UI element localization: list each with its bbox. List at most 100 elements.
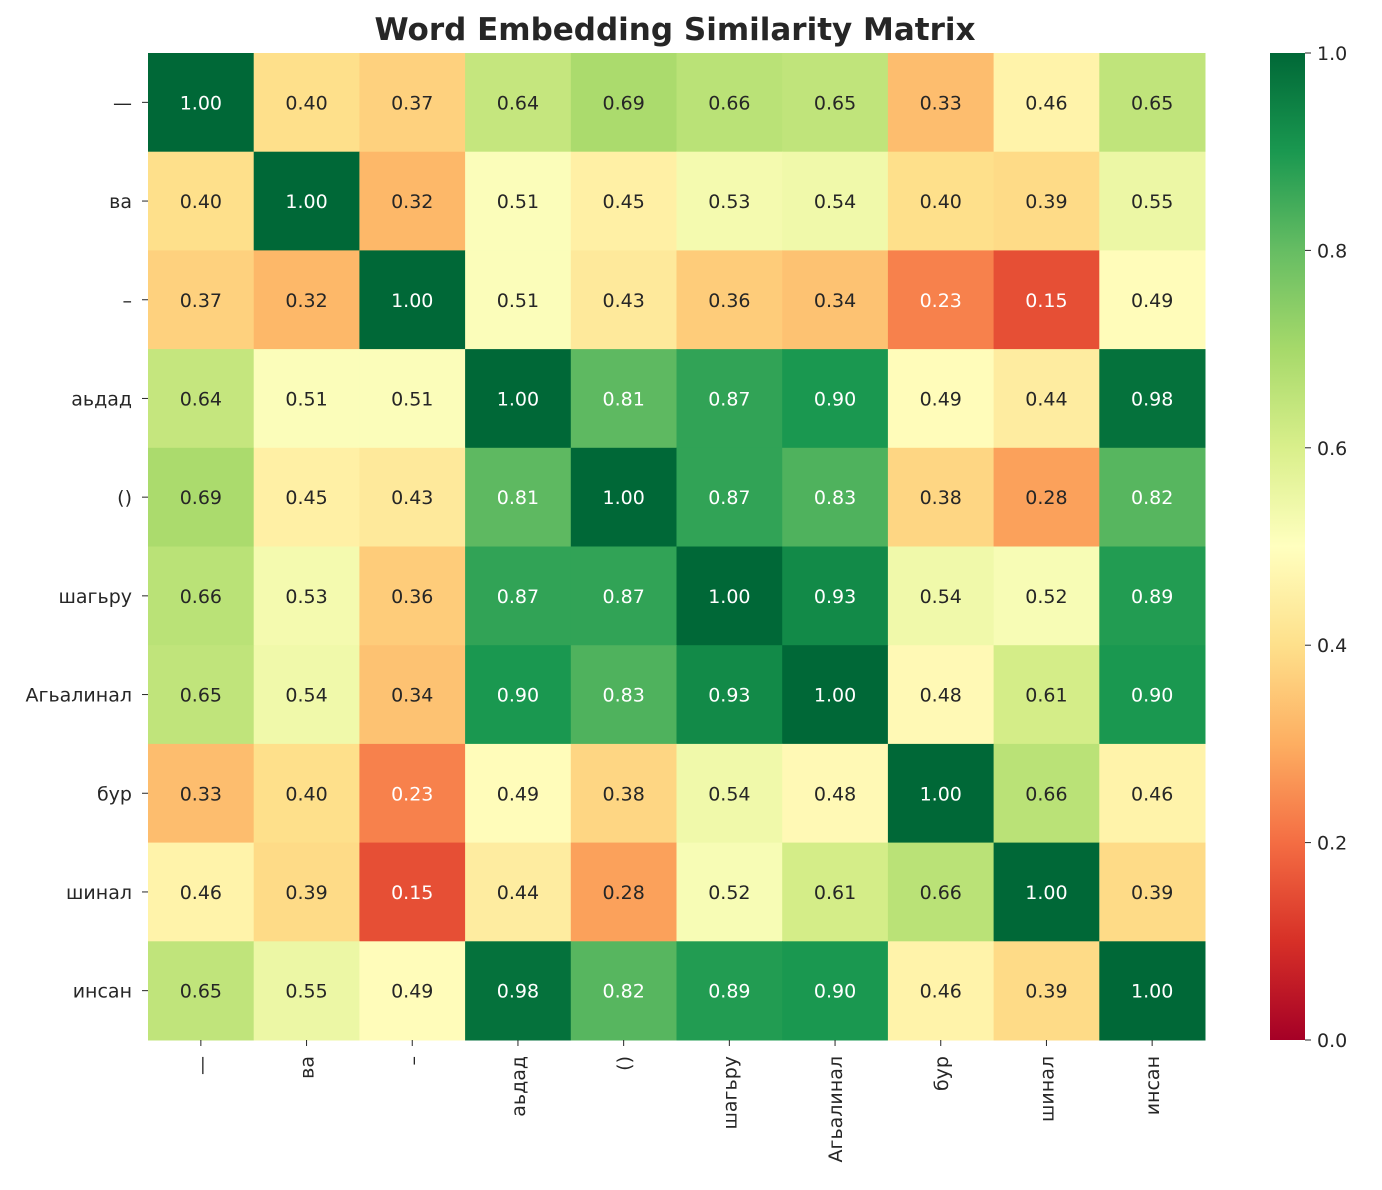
heatmap-cell xyxy=(359,842,466,942)
heatmap-cell xyxy=(782,349,889,449)
cell-value-label: 0.54 xyxy=(285,685,327,707)
cell-value-label: 0.52 xyxy=(1025,586,1067,608)
heatmap-cell xyxy=(676,151,783,251)
heatmap-cell xyxy=(887,53,995,153)
heatmap-cell xyxy=(570,546,677,646)
cell-value-label: 0.61 xyxy=(1025,685,1067,707)
heatmap-cell xyxy=(465,842,572,942)
column-label: — xyxy=(191,1056,213,1075)
heatmap-cell xyxy=(676,645,783,745)
heatmap-cell xyxy=(1099,546,1206,646)
colorbar xyxy=(1270,53,1305,1040)
heatmap-cell xyxy=(465,349,572,449)
cell-value-label: 0.83 xyxy=(814,487,856,509)
cell-value-label: 0.32 xyxy=(391,191,433,213)
heatmap-cell xyxy=(148,349,255,449)
cell-value-label: 0.32 xyxy=(285,290,327,312)
cell-value-label: 1.00 xyxy=(497,388,539,410)
cell-value-label: 0.38 xyxy=(602,783,644,805)
cell-value-label: 0.49 xyxy=(920,388,962,410)
heatmap-cell xyxy=(1099,349,1206,449)
cell-value-label: 0.87 xyxy=(602,586,644,608)
cell-value-label: 0.82 xyxy=(602,981,644,1003)
column-label: шагьру xyxy=(719,1056,741,1130)
heatmap-cell xyxy=(359,546,466,646)
cell-value-label: 0.49 xyxy=(391,981,433,1003)
cell-value-label: 0.49 xyxy=(1131,290,1173,312)
cell-value-label: 0.87 xyxy=(708,487,750,509)
row-label: Агьалинал xyxy=(25,685,132,707)
cell-value-label: 0.40 xyxy=(920,191,962,213)
heatmap-cells: 1.00 0.40 0.37 0.64 0.69 0.66 0.65 0.33 0.46 0.65… xyxy=(148,53,1206,1041)
row-label: шагьру xyxy=(58,586,132,608)
cell-value-label: 0.66 xyxy=(1025,783,1067,805)
cell-value-label: 0.45 xyxy=(602,191,644,213)
column-label: () xyxy=(614,1056,636,1071)
heatmap-cell xyxy=(148,151,255,251)
colorbar-tick-label: 0.8 xyxy=(1317,240,1347,262)
row-label: инсан xyxy=(73,981,132,1003)
heatmap-cell xyxy=(148,743,255,844)
heatmap-cell xyxy=(148,53,255,153)
column-label: Агьалинал xyxy=(825,1056,847,1163)
cell-value-label: 0.36 xyxy=(391,586,433,608)
heatmap-cell xyxy=(465,743,572,844)
cell-value-label: 0.66 xyxy=(180,586,222,608)
heatmap-cell xyxy=(148,546,255,646)
row-label: () xyxy=(117,487,132,509)
heatmap-cell xyxy=(1099,941,1206,1041)
heatmap-cell xyxy=(253,447,360,547)
heatmap-cell xyxy=(993,546,1100,646)
cell-value-label: 1.00 xyxy=(920,783,962,805)
cell-value-label: 0.65 xyxy=(814,92,856,114)
heatmap-cell xyxy=(253,645,360,745)
cell-value-label: 0.46 xyxy=(920,981,962,1003)
cell-value-label: 0.43 xyxy=(391,487,433,509)
column-label: – xyxy=(402,1056,424,1066)
cell-value-label: 0.87 xyxy=(497,586,539,608)
row-label: ва xyxy=(109,191,132,213)
cell-value-label: 0.40 xyxy=(285,783,327,805)
cell-value-label: 0.66 xyxy=(708,92,750,114)
heatmap-cell xyxy=(993,743,1100,844)
column-label: аьдад xyxy=(508,1056,530,1117)
cell-value-label: 0.93 xyxy=(708,685,750,707)
cell-value-label: 1.00 xyxy=(602,487,644,509)
heatmap-cell xyxy=(1099,250,1206,350)
cell-value-label: 0.33 xyxy=(920,92,962,114)
heatmap-cell xyxy=(676,250,783,350)
heatmap-cell xyxy=(676,447,783,547)
cell-value-label: 0.52 xyxy=(708,882,750,904)
heatmap-cell xyxy=(148,645,255,745)
cell-value-label: 0.89 xyxy=(1131,586,1173,608)
heatmap-cell xyxy=(993,645,1100,745)
cell-value-label: 0.65 xyxy=(180,685,222,707)
heatmap-cell xyxy=(148,842,255,942)
heatmap-cell xyxy=(253,349,360,449)
cell-value-label: 0.90 xyxy=(814,388,856,410)
heatmap-cell xyxy=(359,53,466,153)
cell-value-label: 0.51 xyxy=(391,388,433,410)
cell-value-label: 0.48 xyxy=(920,685,962,707)
heatmap-cell xyxy=(359,349,466,449)
cell-value-label: 0.69 xyxy=(602,92,644,114)
heatmap-cell xyxy=(570,349,677,449)
cell-value-label: 0.15 xyxy=(1025,290,1067,312)
heatmap-cell xyxy=(148,447,255,547)
cell-value-label: 0.33 xyxy=(180,783,222,805)
cell-value-label: 0.51 xyxy=(497,290,539,312)
cell-value-label: 0.34 xyxy=(391,685,433,707)
heatmap-cell xyxy=(253,842,360,942)
column-label: ва xyxy=(297,1056,319,1079)
column-label: бур xyxy=(931,1056,953,1091)
heatmap-cell xyxy=(1099,447,1206,547)
heatmap-cell xyxy=(782,250,889,350)
cell-value-label: 0.82 xyxy=(1131,487,1173,509)
heatmap-cell xyxy=(359,645,466,745)
column-label: инсан xyxy=(1142,1056,1164,1115)
heatmap-cell xyxy=(887,349,995,449)
column-labels: — ва – аьдад () шагьру Агьалинал бур шинал инсан xyxy=(191,1040,1164,1163)
cell-value-label: 0.98 xyxy=(497,981,539,1003)
heatmap-cell xyxy=(570,645,677,745)
heatmap-cell xyxy=(993,250,1100,350)
